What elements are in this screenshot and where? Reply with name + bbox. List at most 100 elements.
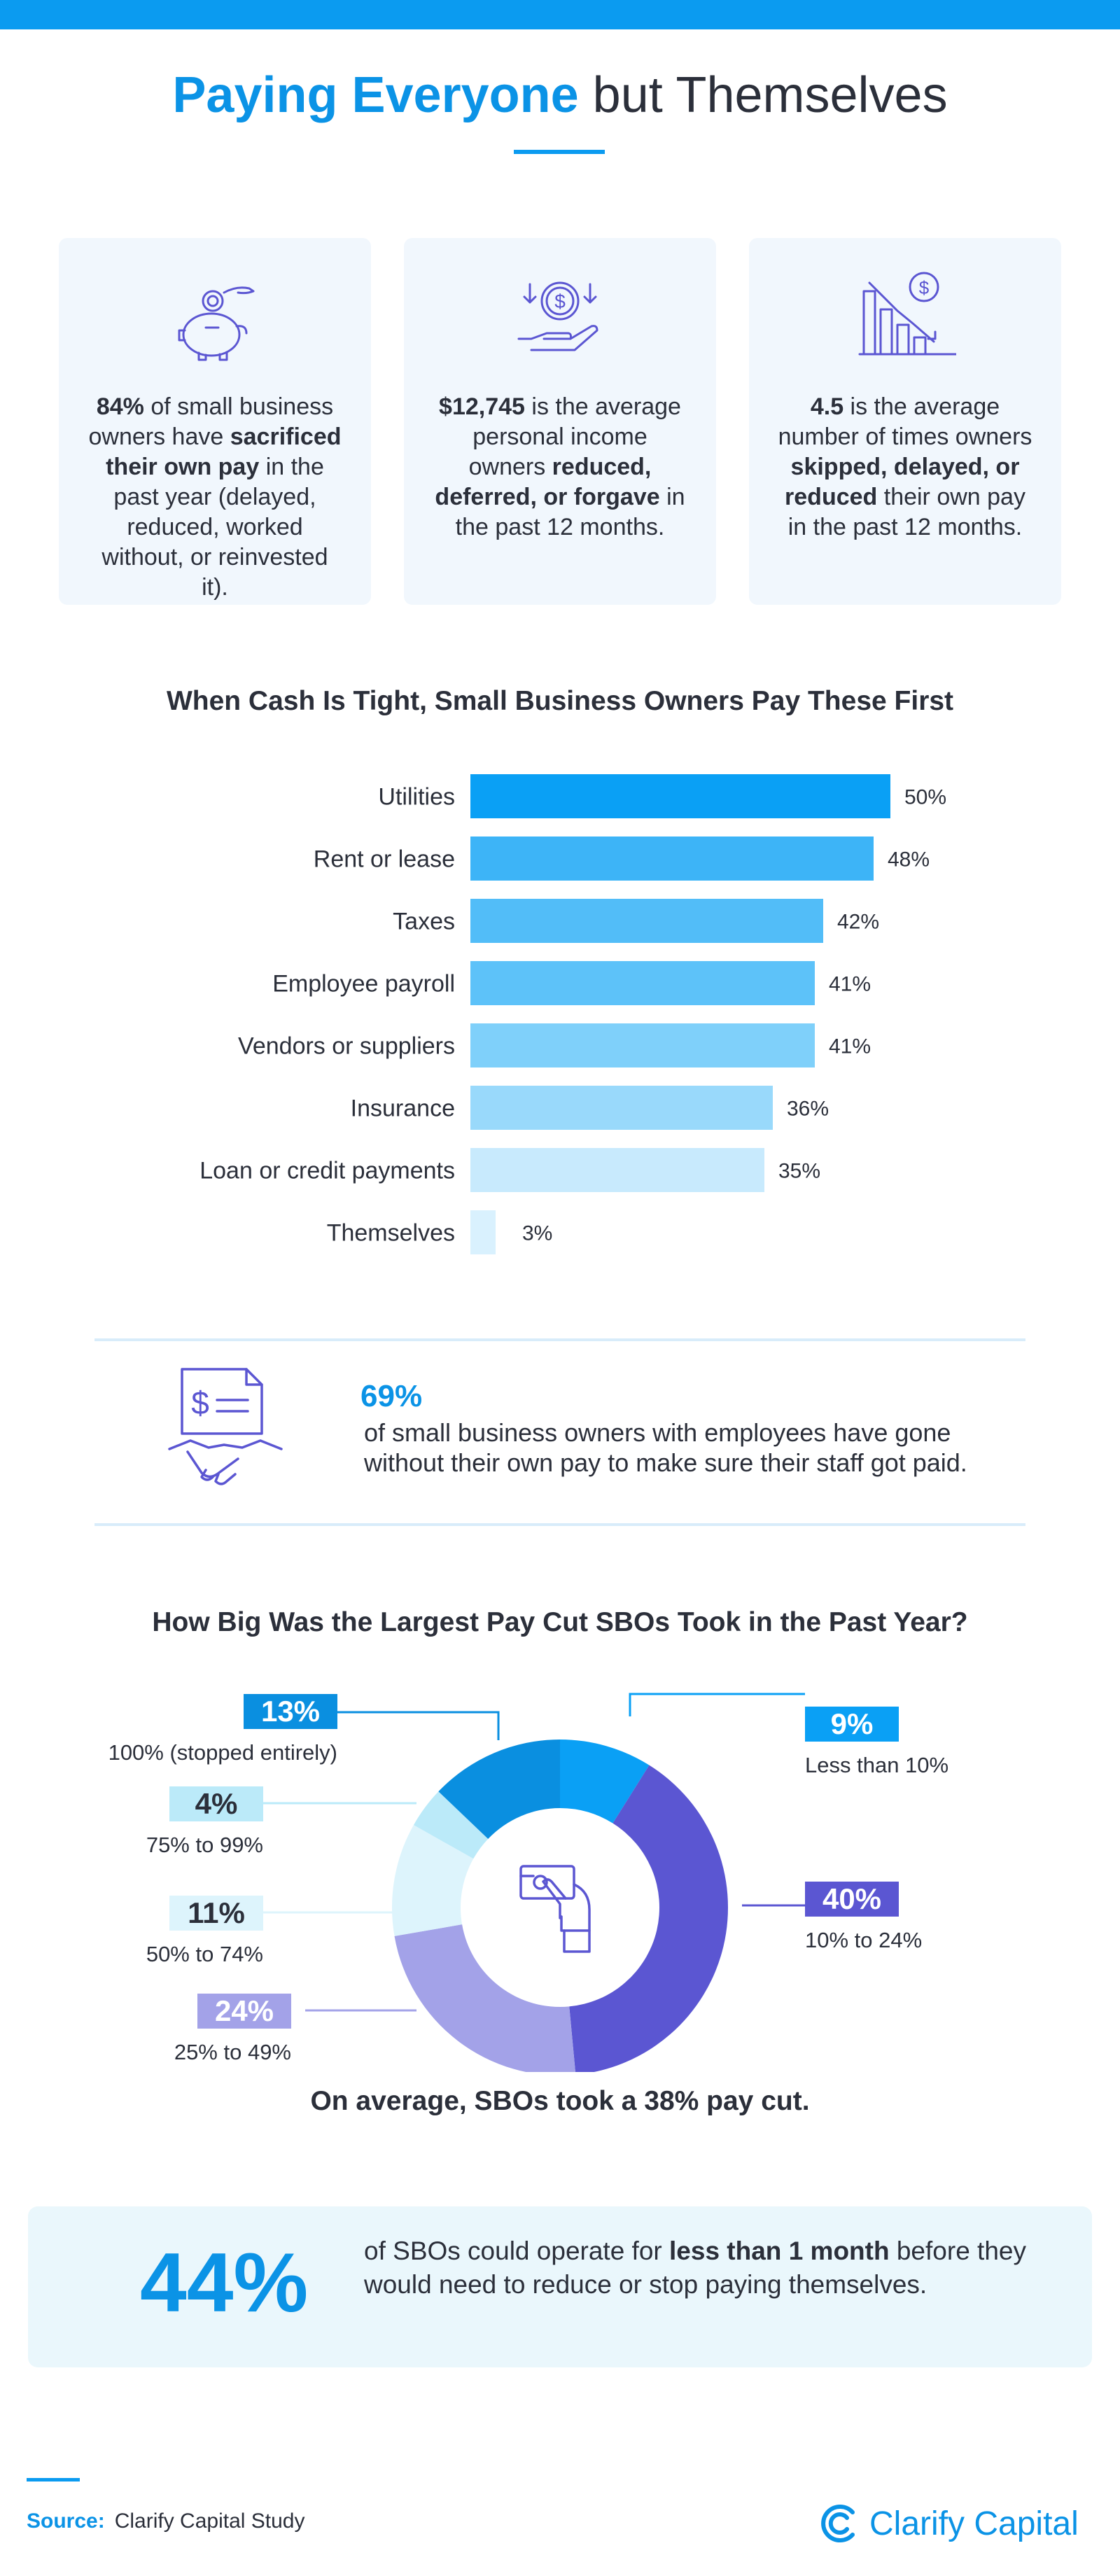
- bar-value-label: 50%: [904, 786, 946, 809]
- text-run-2: reduced, deferred, or forgave: [435, 454, 660, 510]
- declining-chart-icon: $: [858, 272, 956, 356]
- stat-text-1: 84% of small business owners have sacrif…: [87, 392, 343, 603]
- donut-slice: [560, 1740, 650, 1823]
- piggy-bank-icon: [178, 286, 255, 361]
- title-underline: [514, 150, 605, 154]
- brand-logo: Clarify Capital: [819, 2502, 1079, 2544]
- donut-caption: On average, SBOs took a 38% pay cut.: [310, 2086, 810, 2116]
- hand-card-icon: [519, 1865, 591, 1953]
- callout-bottom-divider: [94, 1523, 1026, 1526]
- source-rule: [27, 2478, 80, 2482]
- svg-text:$: $: [554, 290, 566, 312]
- bar: [470, 1210, 496, 1254]
- bar: [470, 1023, 815, 1068]
- callout-text: of small business owners with employees …: [364, 1418, 967, 1477]
- source-line: Source: Clarify Capital Study: [27, 2510, 304, 2533]
- donut-slice: [392, 1825, 474, 1936]
- source-text: Clarify Capital Study: [114, 2510, 305, 2533]
- bar-chart: Utilities 50% Rent or lease 48% Taxes 42% Empl…: [200, 774, 946, 1254]
- slice-value-label: 13%: [261, 1695, 320, 1728]
- text-run-1: is the average number of times owners: [778, 393, 1032, 450]
- bottom-percentage: 44%: [140, 2236, 309, 2330]
- invoice-handshake-icon: $: [168, 1368, 283, 1485]
- value-badge: [169, 1896, 263, 1931]
- bar-value-label: 35%: [778, 1160, 820, 1183]
- bar-label: Employee payroll: [272, 971, 455, 997]
- bar: [470, 961, 815, 1005]
- text-run-2: sacrificed their own pay: [106, 424, 342, 480]
- value-badge: [244, 1694, 337, 1729]
- slice-value-label: 11%: [188, 1896, 245, 1929]
- slice-category-label: 10% to 24%: [805, 1928, 922, 1952]
- donut-slice: [438, 1740, 560, 1839]
- slice-category-label: 50% to 74%: [146, 1942, 263, 1966]
- bar: [470, 1148, 764, 1192]
- bar-label: Insurance: [351, 1096, 455, 1122]
- clarify-logo-icon: [821, 2505, 855, 2542]
- page-title: Paying Everyone but Themselves: [0, 66, 1120, 124]
- leader-line: [336, 1711, 500, 1740]
- hand-coin-icon: $: [517, 281, 598, 351]
- text-run-0: 4.5: [810, 393, 844, 420]
- bar-label: Themselves: [327, 1220, 455, 1247]
- donut-slice: [413, 1791, 489, 1859]
- stat-card-3: $ 4.5 is the average number of times own…: [749, 238, 1061, 605]
- slice-category-label: 100% (stopped entirely): [108, 1740, 337, 1765]
- svg-text:$: $: [919, 277, 930, 298]
- value-badge: [805, 1707, 899, 1742]
- callout-top-divider: [94, 1338, 1026, 1341]
- stat-card-1: 84% of small business owners have sacrif…: [59, 238, 371, 605]
- svg-text:$: $: [191, 1385, 209, 1421]
- bar-label: Vendors or suppliers: [238, 1033, 455, 1060]
- donut-chart: 9% Less than 10% 40% 10% to 24% 24% 25% to 49…: [108, 1693, 948, 2072]
- text-run-3: in the past year (delayed, reduced, work…: [102, 454, 328, 601]
- bar: [470, 1086, 773, 1130]
- bottom-text: of SBOs could operate for less than 1 mo…: [364, 2234, 1064, 2302]
- text-run-1: less than 1 month: [669, 2236, 890, 2265]
- donut-slice: [394, 1924, 575, 2072]
- text-run-0: of SBOs could operate for: [364, 2236, 670, 2265]
- bar-label: Taxes: [393, 909, 455, 935]
- bar-value-label: 42%: [837, 911, 879, 934]
- bar-value-label: 3%: [522, 1222, 552, 1245]
- bar-value-label: 41%: [829, 973, 871, 996]
- slice-value-label: 24%: [215, 1994, 274, 2027]
- slice-value-label: 40%: [822, 1882, 881, 1915]
- top-accent-bar: [0, 0, 1120, 29]
- bar-value-label: 48%: [888, 848, 930, 872]
- bar-label: Loan or credit payments: [200, 1158, 455, 1184]
- bar-label: Utilities: [378, 784, 455, 811]
- value-badge: [197, 1994, 291, 2029]
- slice-category-label: 25% to 49%: [174, 2040, 291, 2064]
- stat-text-3: 4.5 is the average number of times owner…: [777, 392, 1033, 542]
- slice-value-label: 9%: [831, 1707, 874, 1740]
- bar-value-label: 36%: [787, 1098, 829, 1121]
- slice-category-label: 75% to 99%: [146, 1833, 263, 1857]
- value-badge: [805, 1882, 899, 1917]
- brand-name: Clarify Capital: [869, 2505, 1079, 2542]
- slice-category-label: Less than 10%: [805, 1753, 948, 1777]
- text-run-3: their own pay in the past 12 months.: [788, 484, 1026, 540]
- title-highlight: Paying Everyone: [172, 67, 579, 123]
- source-label: Source:: [27, 2510, 105, 2533]
- donut-slice: [569, 1765, 728, 2072]
- stat-text-2: $12,745 is the average personal income o…: [432, 392, 688, 542]
- callout-percentage: 69%: [360, 1379, 423, 1413]
- bar-chart-title: When Cash Is Tight, Small Business Owner…: [166, 686, 954, 716]
- text-run-1: is the average personal income owners: [468, 393, 681, 480]
- bar: [470, 774, 890, 818]
- leader-line: [629, 1693, 805, 1716]
- value-badge: [169, 1786, 263, 1821]
- text-run-0: 84%: [96, 393, 144, 420]
- text-run-2: before they would need to reduce or stop…: [364, 2236, 1026, 2299]
- donut-chart-title: How Big Was the Largest Pay Cut SBOs Too…: [152, 1607, 968, 1637]
- text-run-2: skipped, delayed, or reduced: [785, 454, 1020, 510]
- bar: [470, 836, 874, 881]
- stat-card-2: $ $12,745 is the average personal income…: [404, 238, 716, 605]
- bar: [470, 899, 823, 943]
- bar-value-label: 41%: [829, 1035, 871, 1058]
- bar-label: Rent or lease: [314, 846, 455, 873]
- text-run-1: of small business owners have: [88, 393, 334, 450]
- text-run-0: $12,745: [439, 393, 525, 420]
- title-rest: but Themselves: [578, 67, 948, 123]
